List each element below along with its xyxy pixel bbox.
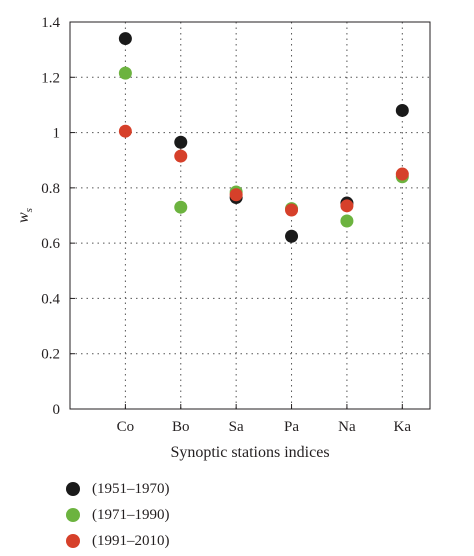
y-tick-label: 1.4 xyxy=(41,15,60,31)
y-tick-label: 0 xyxy=(53,402,61,418)
y-axis-title-subscript: s xyxy=(23,208,35,212)
legend-label: (1991–2010) xyxy=(92,532,170,549)
data-point-series-2 xyxy=(285,203,299,217)
data-point-series-2 xyxy=(118,124,132,138)
x-tick-label: Bo xyxy=(172,419,190,435)
legend-marker-1971-1990 xyxy=(66,508,80,522)
data-point-series-0 xyxy=(285,229,299,243)
y-tick-label: 1.2 xyxy=(41,70,60,86)
y-axis-title-main: w xyxy=(15,212,32,223)
legend: (1951–1970) (1971–1990) (1991–2010) xyxy=(66,476,170,554)
x-tick-label: Sa xyxy=(229,419,244,435)
data-point-series-0 xyxy=(174,135,188,149)
legend-marker-1951-1970 xyxy=(66,482,80,496)
gridlines xyxy=(70,22,430,409)
legend-item-1991-2010: (1991–2010) xyxy=(66,528,170,554)
y-tick-label: 0.6 xyxy=(41,236,60,252)
legend-label: (1951–1970) xyxy=(92,480,170,497)
data-point-series-1 xyxy=(174,200,188,214)
axis-ticks: 0 0.2 0.4 0.6 0.8 1 1.2 1.4 Co Bo Sa Pa Na Ka xyxy=(41,15,411,435)
data-point-series-2 xyxy=(229,188,243,202)
legend-marker-1991-2010 xyxy=(66,534,80,548)
y-tick-label: 1 xyxy=(53,126,61,142)
y-tick-label: 0.4 xyxy=(41,291,60,307)
data-point-series-0 xyxy=(395,103,409,117)
data-point-series-0 xyxy=(118,32,132,46)
data-point-series-2 xyxy=(395,167,409,181)
scatter-chart: 0 0.2 0.4 0.6 0.8 1 1.2 1.4 Co Bo Sa Pa Na Ka Synopti… xyxy=(15,15,431,461)
data-point-series-2 xyxy=(340,199,354,213)
legend-label: (1971–1990) xyxy=(92,506,170,523)
data-point-series-1 xyxy=(118,66,132,80)
x-axis-title: Synoptic stations indices xyxy=(170,444,329,461)
x-tick-label: Ka xyxy=(394,419,412,435)
plot-frame xyxy=(69,21,431,410)
data-point-series-1 xyxy=(340,214,354,228)
data-points xyxy=(118,32,409,243)
x-tick-label: Co xyxy=(117,419,135,435)
legend-item-1951-1970: (1951–1970) xyxy=(66,476,170,502)
y-tick-label: 0.2 xyxy=(41,347,60,363)
x-tick-label: Pa xyxy=(284,419,299,435)
y-tick-label: 0.8 xyxy=(41,181,60,197)
legend-item-1971-1990: (1971–1990) xyxy=(66,502,170,528)
data-point-series-2 xyxy=(174,149,188,163)
x-tick-label: Na xyxy=(338,419,356,435)
y-axis-title: ws xyxy=(15,208,35,223)
